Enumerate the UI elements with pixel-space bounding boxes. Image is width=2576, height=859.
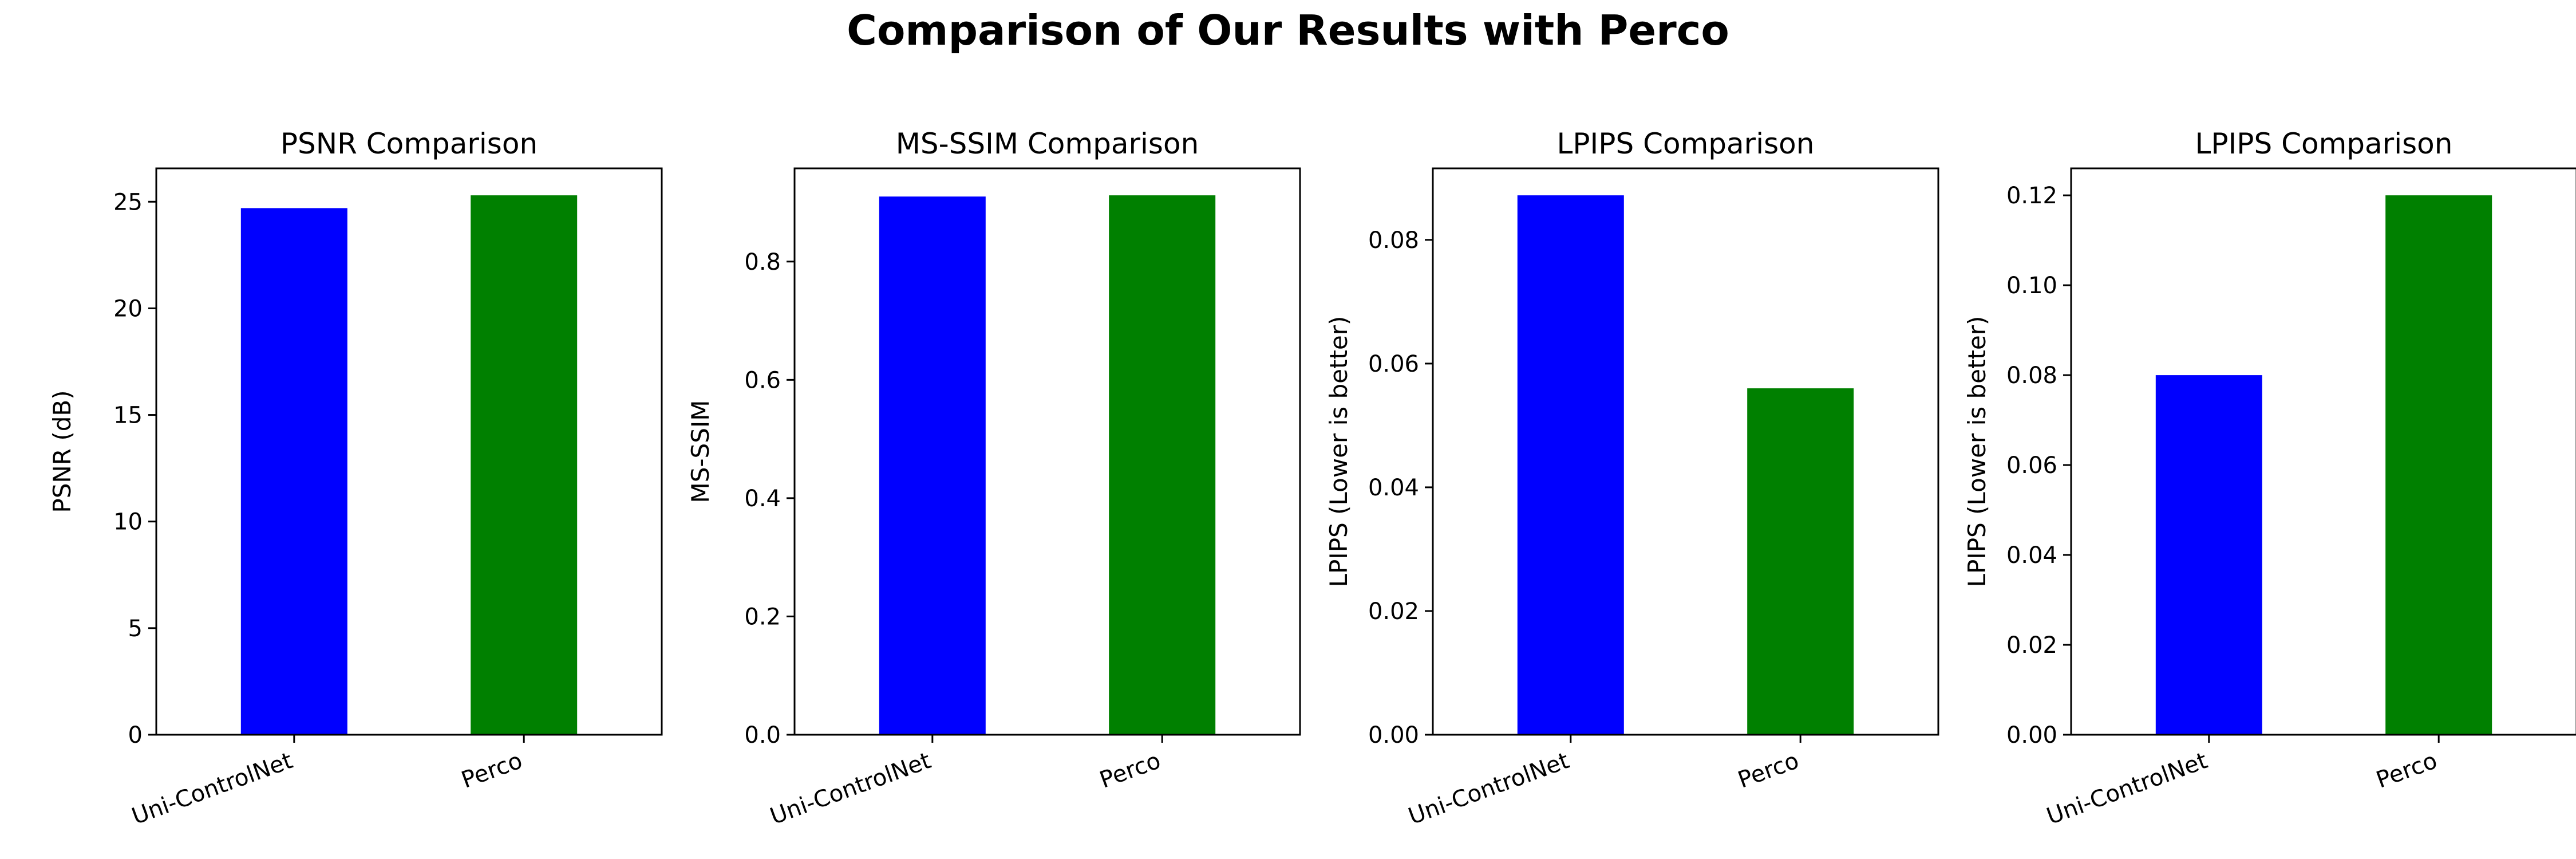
bar-perco xyxy=(1109,195,1216,735)
chart-title: PSNR Comparison xyxy=(280,127,538,160)
chart-panel-2: 0.0 0.2 0.4 0.6 0.8 Uni-ControlNet Perco MS-SSI… xyxy=(686,127,1301,830)
y-axis-label: MS-SSIM xyxy=(686,400,714,503)
y-tick-label: 5 xyxy=(128,616,143,642)
plot-frame xyxy=(2070,167,2576,736)
y-tick-label: 0.06 xyxy=(2006,452,2057,479)
bar-perco xyxy=(471,195,578,735)
bar-uni-controlnet xyxy=(2155,375,2262,735)
plot-frame xyxy=(155,167,663,736)
chart-panel-1: 0 5 10 15 20 25 Uni-ControlNet Perco PSNR Compar… xyxy=(48,127,663,830)
y-tick-label: 10 xyxy=(113,509,143,535)
y-tick-label: 0.02 xyxy=(2006,632,2057,659)
bar-uni-controlnet xyxy=(879,196,986,735)
bar-perco xyxy=(1747,388,1854,735)
y-tick-label: 0.04 xyxy=(1368,475,1419,501)
y-tick-label: 0.0 xyxy=(744,722,781,748)
y-tick-label: 0.04 xyxy=(2006,542,2057,569)
x-tick-label: Uni-ControlNet xyxy=(1405,747,1573,830)
x-tick-label: Perco xyxy=(1735,747,1802,794)
y-tick-label: 0.2 xyxy=(744,604,781,630)
chart-panel-4: 0.00 0.02 0.04 0.06 0.08 0.10 0.12 Uni-ControlN… xyxy=(1963,127,2576,830)
y-tick-label: 0.06 xyxy=(1368,351,1419,377)
y-axis-label: LPIPS (Lower is better) xyxy=(1963,316,1991,588)
y-tick-label: 0 xyxy=(128,722,143,748)
bar-uni-controlnet xyxy=(1517,195,1624,735)
plot-frame xyxy=(1432,167,1939,736)
y-tick-label: 25 xyxy=(113,189,143,215)
chart-title: LPIPS Comparison xyxy=(2195,127,2453,160)
x-tick-label: Perco xyxy=(1096,747,1164,794)
y-tick-label: 0.12 xyxy=(2006,183,2057,209)
chart-title: MS-SSIM Comparison xyxy=(896,127,1199,160)
y-axis-label: LPIPS (Lower is better) xyxy=(1325,316,1353,588)
y-tick-label: 0.00 xyxy=(2006,722,2057,748)
y-tick-label: 0.08 xyxy=(2006,362,2057,389)
charts-container: 0 5 10 15 20 25 Uni-ControlNet Perco PSNR Compar… xyxy=(48,127,2576,830)
y-tick-label: 0.02 xyxy=(1368,598,1419,625)
chart-title: LPIPS Comparison xyxy=(1557,127,1815,160)
x-tick-label: Perco xyxy=(2373,747,2440,794)
y-tick-label: 0.8 xyxy=(744,249,781,275)
y-tick-label: 0.6 xyxy=(744,367,781,393)
y-tick-label: 0.10 xyxy=(2006,273,2057,299)
x-tick-label: Uni-ControlNet xyxy=(767,747,934,830)
x-tick-label: Uni-ControlNet xyxy=(2043,747,2211,830)
y-tick-label: 0.08 xyxy=(1368,227,1419,254)
x-tick-label: Uni-ControlNet xyxy=(128,747,296,830)
y-tick-label: 0.00 xyxy=(1368,722,1419,748)
bar-perco xyxy=(2385,195,2492,735)
figure-title: Comparison of Our Results with Perco xyxy=(847,6,1729,54)
y-tick-label: 0.4 xyxy=(744,486,781,512)
plot-frame xyxy=(793,167,1301,736)
y-axis-label: PSNR (dB) xyxy=(48,390,76,513)
chart-panel-3: 0.00 0.02 0.04 0.06 0.08 Uni-ControlNet Perco L… xyxy=(1325,127,1939,830)
x-tick-label: Perco xyxy=(458,747,526,794)
y-tick-label: 20 xyxy=(113,295,143,322)
bar-uni-controlnet xyxy=(240,208,347,735)
y-tick-label: 15 xyxy=(113,403,143,429)
